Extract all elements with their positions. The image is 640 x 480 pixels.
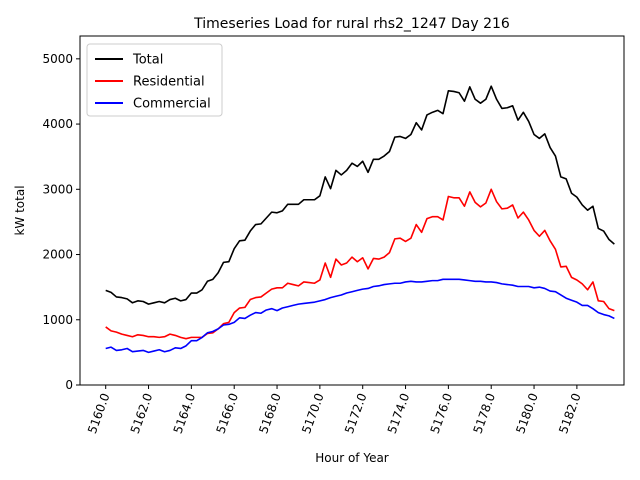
y-tick-label: 5000 <box>42 52 73 66</box>
x-tick-label: 5176.0 <box>428 391 456 435</box>
series-line-commercial <box>105 278 615 354</box>
x-tick-label: 5182.0 <box>556 391 584 435</box>
legend-label-residential: Residential <box>133 75 205 90</box>
legend-label-commercial: Commercial <box>133 97 211 112</box>
x-tick-label: 5180.0 <box>513 391 541 435</box>
legend: Total Residential Commercial <box>86 43 223 117</box>
y-tick-label: 1000 <box>42 313 73 327</box>
y-tick-label: 3000 <box>42 182 73 196</box>
axes-frame <box>79 35 625 386</box>
y-tick-label: 2000 <box>42 248 73 262</box>
x-tick-label: 5160.0 <box>85 391 113 435</box>
x-axis-label: Hour of Year <box>315 451 389 465</box>
x-tick-label: 5174.0 <box>385 391 413 435</box>
chart-title: Timeseries Load for rural rhs2_1247 Day … <box>193 16 510 32</box>
legend-box <box>86 43 223 117</box>
y-tick-label: 4000 <box>42 117 73 131</box>
series-line-residential <box>105 188 615 340</box>
x-tick-label: 5168.0 <box>256 391 284 435</box>
legend-label-total: Total <box>132 53 163 68</box>
x-tick-label: 5162.0 <box>128 391 156 435</box>
y-tick-label: 0 <box>65 378 73 392</box>
x-tick-label: 5170.0 <box>299 391 327 435</box>
x-tick-label: 5172.0 <box>342 391 370 435</box>
x-tick-label: 5178.0 <box>471 391 499 435</box>
series-line-total <box>105 85 615 305</box>
y-axis-label: kW total <box>13 185 27 235</box>
x-tick-label: 5166.0 <box>214 391 242 435</box>
x-tick-label: 5164.0 <box>171 391 199 435</box>
